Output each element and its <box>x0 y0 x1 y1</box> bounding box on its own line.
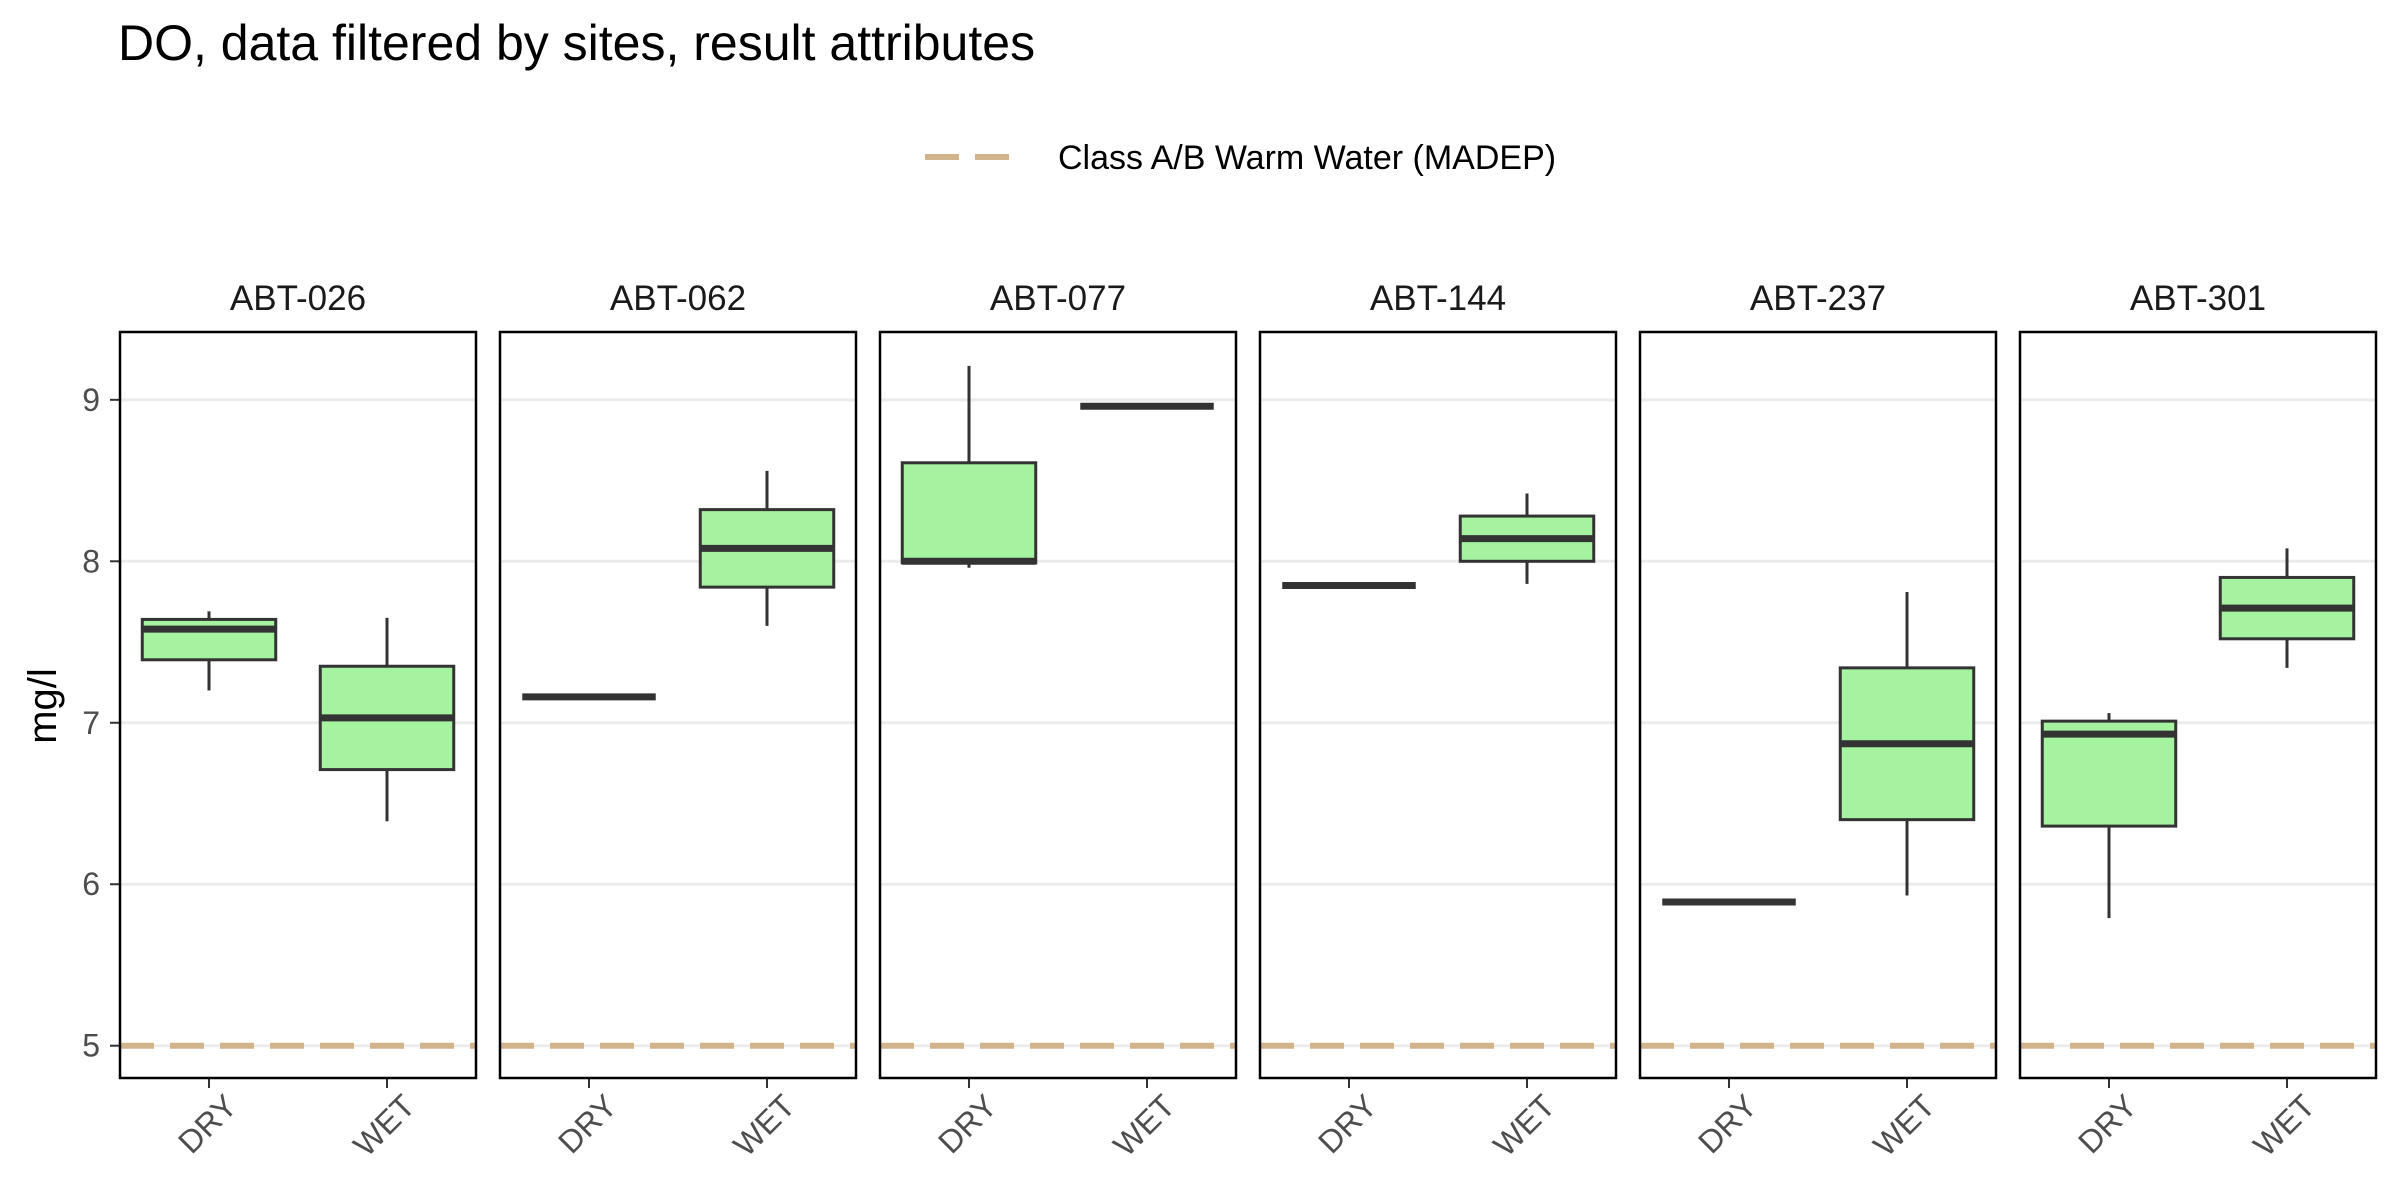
x-tick-label: DRY <box>2071 1087 2144 1160</box>
x-tick-label: DRY <box>551 1087 624 1160</box>
facet-panel: ABT-301 DRY WET <box>2018 279 2378 1163</box>
box-iqr <box>2040 719 2178 828</box>
facet-strip-label: ABT-301 <box>2130 279 2266 318</box>
box-dry <box>140 611 278 691</box>
facet-strip-label: ABT-237 <box>1750 279 1886 318</box>
facet-panel: ABT-026 DRY WET <box>118 279 478 1163</box>
facet-panel: ABT-144 DRY WET <box>1258 279 1618 1163</box>
box-wet <box>2218 548 2356 668</box>
x-tick-label: WET <box>2246 1087 2322 1163</box>
x-tick-label: DRY <box>1691 1087 1764 1160</box>
panel-border <box>1258 330 1618 1080</box>
legend: Class A/B Warm Water (MADEP) <box>925 139 1556 177</box>
y-tick-label: 7 <box>82 705 100 741</box>
panel-border <box>878 330 1238 1080</box>
x-tick-label: WET <box>726 1087 802 1163</box>
box-wet <box>318 617 456 822</box>
y-tick-label: 9 <box>82 382 100 418</box>
y-axis-title: mg/l <box>21 668 65 744</box>
facet-strip-label: ABT-077 <box>990 279 1126 318</box>
facet-panel: ABT-077 DRY WET <box>878 279 1238 1163</box>
panel-border <box>2018 330 2378 1080</box>
legend-label: Class A/B Warm Water (MADEP) <box>1058 139 1556 177</box>
box-wet <box>1458 493 1596 584</box>
box-dry <box>2040 713 2178 919</box>
x-tick-label: WET <box>1106 1087 1182 1163</box>
x-tick-label: DRY <box>1311 1087 1384 1160</box>
facet-strip-label: ABT-144 <box>1370 279 1506 318</box>
facet-panel: ABT-062 DRY WET <box>498 279 858 1163</box>
box-wet <box>698 470 836 626</box>
panel-border <box>118 330 478 1080</box>
facet-strip-label: ABT-026 <box>230 279 366 318</box>
y-tick-label: 5 <box>82 1028 100 1064</box>
x-tick-label: DRY <box>171 1087 244 1160</box>
y-axis-ticks: 5 6 7 8 9 <box>82 382 120 1064</box>
box-dry <box>900 365 1038 568</box>
x-tick-label: WET <box>1486 1087 1562 1163</box>
y-tick-label: 6 <box>82 866 100 902</box>
box-wet <box>1838 591 1976 896</box>
x-tick-label: DRY <box>931 1087 1004 1160</box>
box-iqr <box>140 617 278 662</box>
box-iqr <box>900 461 1038 565</box>
panel-border <box>498 330 858 1080</box>
chart-title: DO, data filtered by sites, result attri… <box>118 15 1036 71</box>
x-tick-label: WET <box>1866 1087 1942 1163</box>
y-tick-label: 8 <box>82 543 100 579</box>
facet-strip-label: ABT-062 <box>610 279 746 318</box>
facet-panel: ABT-237 DRY WET <box>1638 279 1998 1163</box>
panel-border <box>1638 330 1998 1080</box>
x-tick-label: WET <box>346 1087 422 1163</box>
